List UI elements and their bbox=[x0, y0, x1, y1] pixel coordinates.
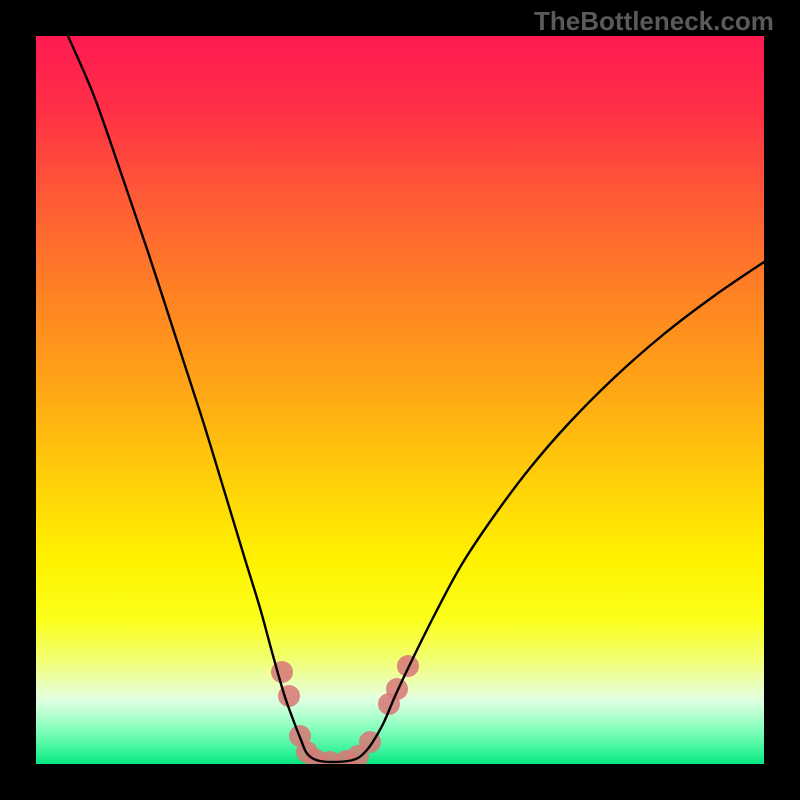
watermark-text: TheBottleneck.com bbox=[534, 6, 774, 37]
bottleneck-curve bbox=[68, 36, 764, 762]
marker-group bbox=[271, 655, 419, 764]
plot-svg bbox=[36, 36, 764, 764]
plot-area bbox=[36, 36, 764, 764]
